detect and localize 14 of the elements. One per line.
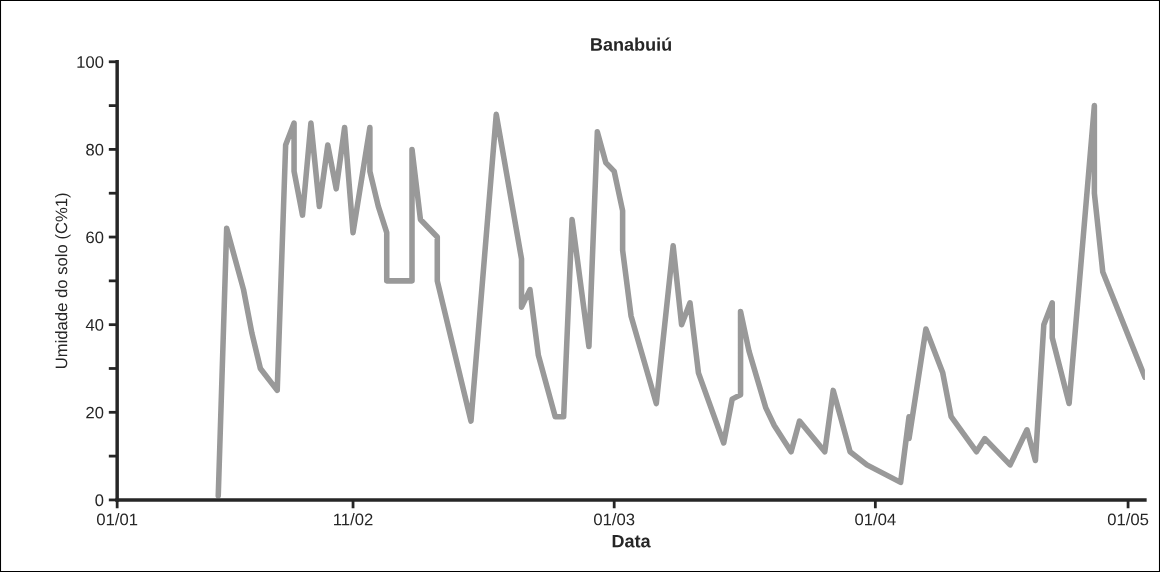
x-tick-label: 01/05: [1107, 513, 1149, 526]
y-tick-label: 0: [95, 494, 104, 507]
y-tick-label: 40: [85, 319, 104, 331]
y-axis-title: Umidade do solo (C%1): [55, 193, 71, 369]
y-tick-label: 80: [86, 143, 104, 156]
y-tick-label: 60: [86, 231, 104, 244]
x-tick-label: 01/03: [593, 513, 635, 526]
x-tick-label: 01/04: [855, 513, 896, 526]
chart-title: Banabuiú: [591, 37, 671, 51]
y-tick-label: 20: [86, 406, 104, 419]
x-tick-label: 11/02: [334, 513, 373, 526]
x-axis-title: Data: [612, 534, 651, 548]
y-tick-label: 100: [77, 56, 104, 68]
x-tick-label: 01/01: [96, 513, 138, 526]
